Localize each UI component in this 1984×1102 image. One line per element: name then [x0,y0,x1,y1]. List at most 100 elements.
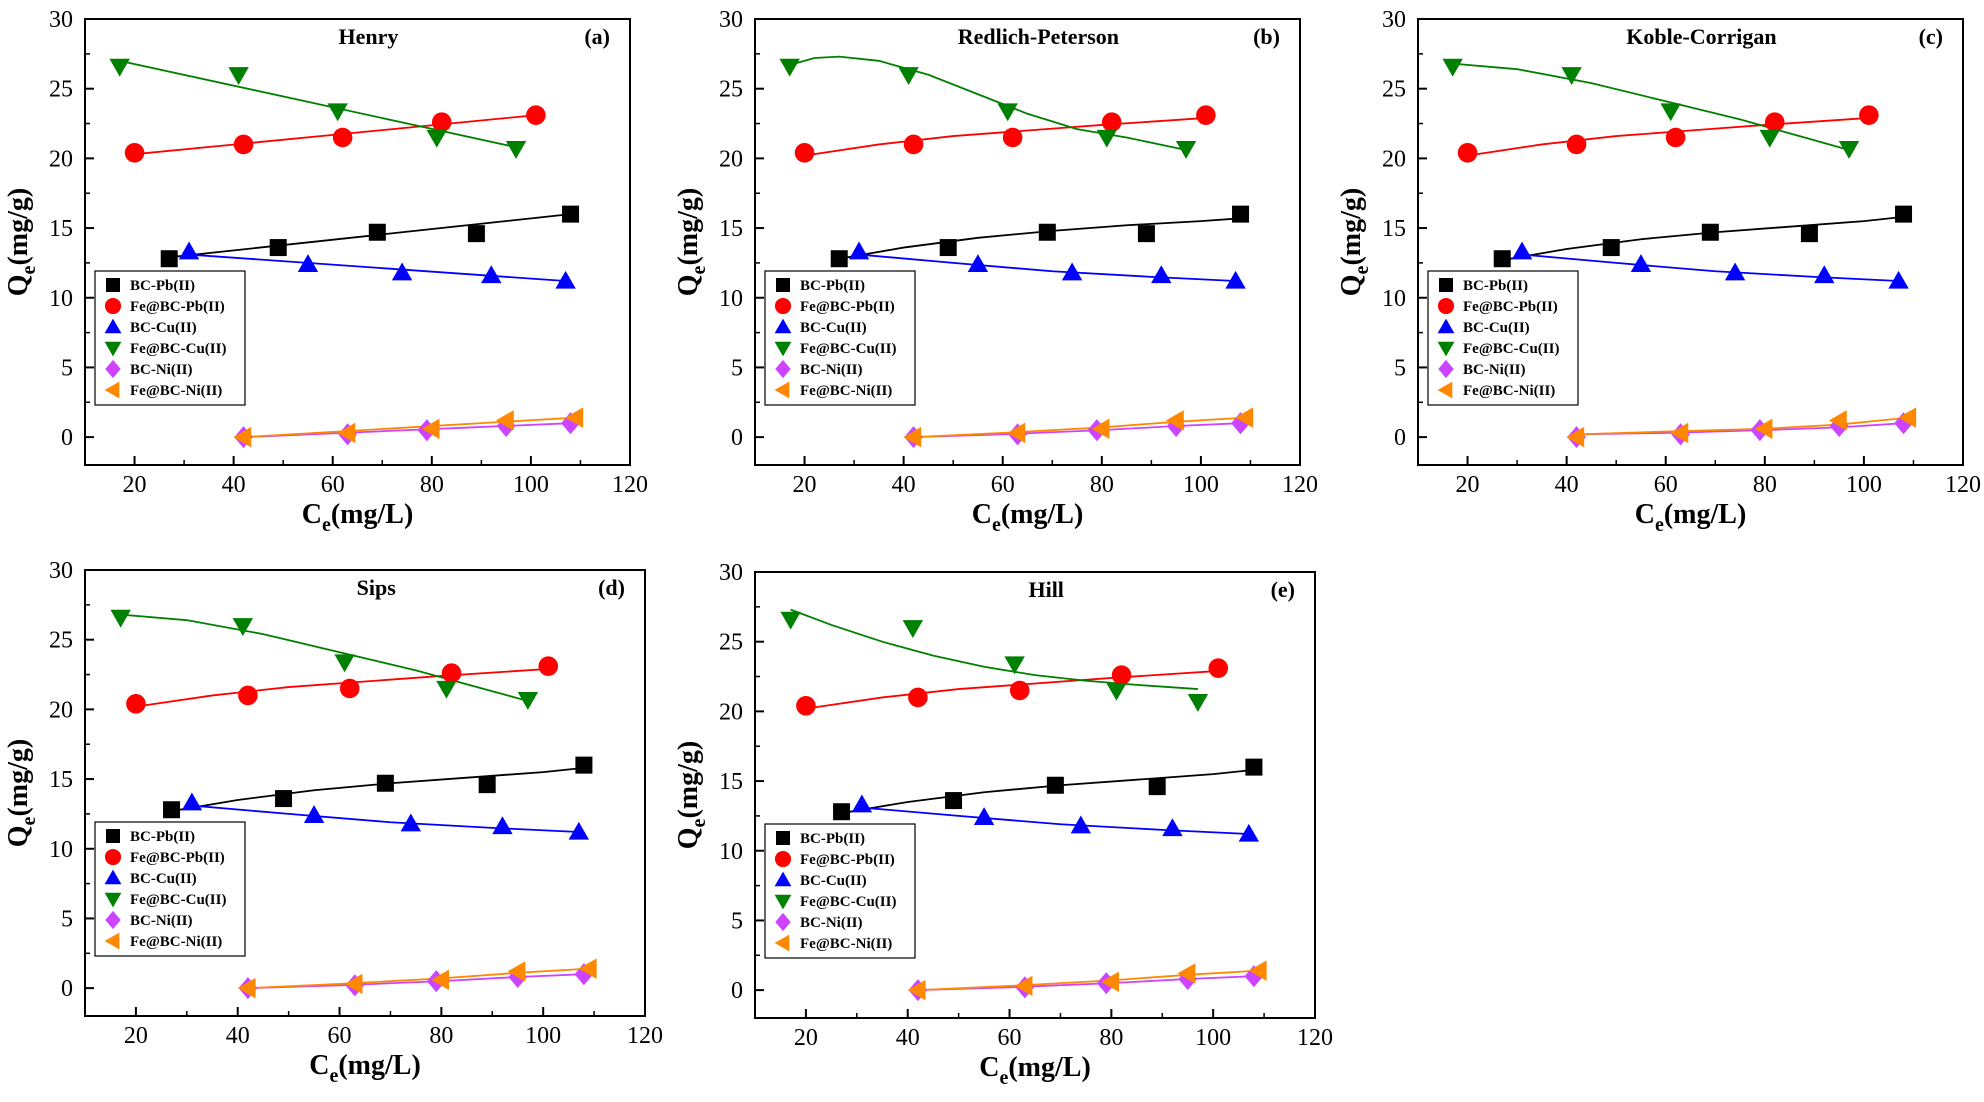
y-tick-label: 15 [49,216,73,242]
x-tick-label: 60 [998,1025,1022,1051]
data-point [1175,140,1197,159]
data-point [526,105,546,125]
data-point [945,792,963,810]
legend-label: Fe@BC-Ni(II) [130,383,222,399]
data-point [1814,265,1835,284]
data-point [780,611,801,630]
data-point [181,792,203,811]
x-tick-label: 100 [1183,472,1219,498]
data-point [1660,103,1681,122]
x-tick-label: 60 [1654,472,1678,498]
legend-marker [106,829,120,843]
y-tick-label: 0 [61,425,73,451]
data-point [908,687,928,708]
legend-label: Fe@BC-Cu(II) [800,894,896,910]
y-tick-label: 10 [719,286,743,312]
data-point [1148,778,1166,796]
y-axis-label: Qe(mg/g) [1336,188,1373,296]
data-point [178,241,200,260]
data-point [1009,680,1030,701]
data-point [562,205,580,223]
x-tick-label: 20 [123,472,147,498]
y-tick-label: 5 [61,355,73,381]
y-tick-label: 30 [49,7,73,33]
legend-label: Fe@BC-Pb(II) [130,299,225,315]
legend-marker [1437,318,1455,334]
legend-marker [104,341,122,357]
y-tick-label: 25 [49,77,73,103]
y-tick-label: 25 [719,630,743,656]
data-point [1828,410,1847,431]
legend-label: BC-Ni(II) [130,362,193,378]
data-point [575,756,593,774]
legend-marker [774,850,792,868]
y-axis-label: Qe(mg/g) [673,188,710,296]
data-point [1165,410,1184,431]
y-tick-label: 15 [49,767,73,793]
data-point [1208,658,1229,678]
fit-line [789,55,1187,151]
y-tick-label: 20 [49,697,73,723]
data-point [1038,223,1056,241]
data-point [1162,818,1183,837]
legend-label: BC-Pb(II) [130,829,195,845]
data-point [297,254,319,272]
panel-label: (e) [1271,577,1295,602]
chart-panel-3: 20 40 60 80 100 120 0 5 10 15 20 25 30 Ce(mg/L) Qe(mg/… [1336,7,1981,536]
x-tick-label: 120 [1297,1025,1333,1051]
y-tick-label: 0 [1394,425,1406,451]
data-point [332,127,353,148]
y-tick-label: 5 [731,355,743,381]
x-tick-label: 80 [429,1023,453,1049]
x-tick-label: 40 [896,1025,920,1051]
x-tick-label: 100 [1195,1025,1231,1051]
x-tick-label: 40 [892,472,916,498]
data-point [574,963,594,986]
data-point [505,140,527,159]
data-point [233,426,252,448]
fit-line [1521,253,1899,282]
data-point [1101,112,1122,132]
data-point [1665,127,1686,148]
x-axis-label: Ce(mg/L) [302,499,414,536]
legend-marker [105,910,121,930]
legend-marker [105,359,121,379]
data-point [1101,971,1120,992]
data-point [400,813,422,832]
data-point [1004,656,1025,675]
data-point [1511,241,1533,260]
legend-label: Fe@BC-Ni(II) [800,936,892,952]
y-tick-label: 25 [719,77,743,103]
x-tick-label: 100 [1846,472,1882,498]
data-point [327,103,348,122]
legend-marker [104,381,120,399]
legend-label: BC-Pb(II) [800,278,865,294]
plot-frame [84,569,646,1017]
fit-line [191,804,579,833]
fit-line [188,253,566,282]
data-point [796,696,816,716]
legend-marker [1437,341,1455,357]
data-point [431,112,452,132]
data-point [1111,665,1132,685]
legend-label: BC-Ni(II) [1463,362,1526,378]
plot-frame [754,571,1316,1019]
x-tick-label: 20 [1456,472,1480,498]
data-point [903,426,922,448]
y-tick-label: 30 [719,560,743,586]
data-point [1754,418,1773,439]
legend-box [94,821,246,957]
legend-marker [104,932,120,950]
y-tick-label: 0 [731,425,743,451]
x-tick-label: 80 [420,472,444,498]
legend-marker [776,278,790,292]
legend-marker [776,831,790,845]
data-point [160,250,178,268]
x-tick-label: 80 [1753,472,1777,498]
y-tick-label: 30 [719,7,743,33]
x-tick-label: 60 [321,472,345,498]
legend-marker [774,871,792,887]
y-tick-label: 10 [49,837,73,863]
y-tick-label: 10 [49,286,73,312]
